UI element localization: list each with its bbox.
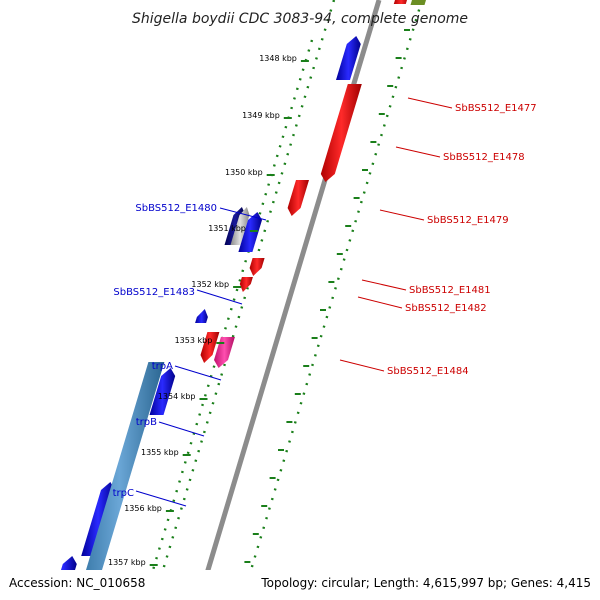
forward-gene-label[interactable]: SbBS512_E1483: [113, 287, 195, 298]
tick-label: 1357 kbp: [108, 558, 146, 567]
reverse-gene-label[interactable]: SbBS512_E1482: [405, 303, 487, 314]
reverse-gene-label[interactable]: SbBS512_E1478: [443, 152, 525, 163]
trp-operon[interactable]: [74, 362, 165, 600]
reverse-leader-line: [357, 296, 403, 309]
map-title: Shigella boydii CDC 3083-94, complete ge…: [132, 11, 468, 27]
reverse-gene-label[interactable]: SbBS512_E1484: [387, 366, 469, 377]
gene-trpC[interactable]: [81, 482, 115, 556]
reverse-gene-label[interactable]: SbBS512_E1481: [409, 285, 491, 296]
reverse-leader-line: [361, 279, 407, 291]
tick-label: 1353 kbp: [175, 336, 213, 345]
tick-label: 1350 kbp: [225, 168, 263, 177]
tick-label: 1348 kbp: [259, 54, 297, 63]
gene-e1484[interactable]: [214, 337, 235, 368]
tick-label: 1349 kbp: [242, 111, 280, 120]
forward-gene-label[interactable]: SbBS512_E1480: [135, 203, 217, 214]
tick-label: 1355 kbp: [141, 448, 179, 457]
inner-ring: [152, 0, 336, 600]
footer-band: [0, 570, 600, 600]
reverse-leader-line: [395, 146, 441, 158]
tick-ring: [142, 39, 314, 600]
forward-gene-label[interactable]: trpB: [136, 417, 157, 428]
gene-red-1484a[interactable]: [200, 332, 220, 363]
reverse-gene-label[interactable]: SbBS512_E1479: [427, 215, 509, 226]
gene-e1480-gray[interactable]: [230, 207, 250, 245]
forward-gene-label[interactable]: trpC: [113, 488, 134, 499]
gene-e1479[interactable]: [287, 180, 309, 216]
forward-leader-line: [135, 490, 187, 507]
gene-e1481[interactable]: [249, 258, 265, 276]
forward-leader-line: [219, 207, 267, 221]
scale-ticks: 1348 kbp 1349 kbp 1350 kbp 1351 kbp 1352 kbp…: [108, 29, 410, 591]
forward-gene-label[interactable]: trpA: [152, 361, 173, 372]
reverse-leader-line: [339, 359, 385, 372]
reverse-leader-line: [407, 97, 453, 109]
gene-labels: SbBS512_E1480 SbBS512_E1483 trpA trpB trpC Sb…: [113, 97, 537, 507]
gene-e1477[interactable]: [320, 84, 362, 182]
tick-label: 1351 kbp: [208, 224, 246, 233]
accession-text: Accession: NC_010658: [9, 576, 145, 590]
outer-ring: [240, 0, 424, 600]
tick-label: 1354 kbp: [158, 392, 196, 401]
gene-trpA[interactable]: [149, 368, 176, 415]
tick-label: 1356 kbp: [124, 504, 162, 513]
gene-e1483[interactable]: [195, 309, 208, 323]
forward-leader-line: [158, 421, 205, 437]
dotted-rings: [142, 0, 424, 600]
gene-olive-fragment[interactable]: [410, 0, 428, 5]
reverse-leader-line: [379, 209, 425, 221]
gene-red-fragment-top[interactable]: [393, 0, 409, 4]
topology-text: Topology: circular; Length: 4,615,997 bp…: [260, 576, 591, 590]
gene-forward-1[interactable]: [336, 36, 361, 80]
gene-e1482[interactable]: [239, 277, 253, 292]
forward-leader-line: [196, 289, 243, 305]
tick-label: 1352 kbp: [191, 280, 229, 289]
forward-leader-line: [174, 365, 222, 381]
reverse-gene-label[interactable]: SbBS512_E1477: [455, 103, 537, 114]
